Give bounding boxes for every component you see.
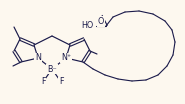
Text: N⁺: N⁺	[61, 53, 71, 63]
Text: F: F	[59, 77, 63, 87]
Text: O: O	[98, 17, 104, 26]
Text: HO: HO	[81, 22, 93, 30]
Text: N: N	[35, 53, 41, 63]
Text: B⁻: B⁻	[47, 64, 57, 74]
Text: F: F	[41, 77, 45, 87]
